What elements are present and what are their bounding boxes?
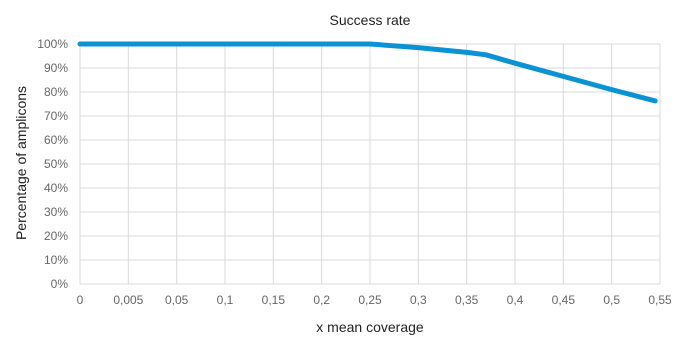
y-tick-label: 40% [44,181,68,195]
x-tick-label: 0,3 [410,293,427,307]
x-tick-label: 0,05 [165,293,189,307]
x-tick-label: 0,005 [113,293,143,307]
series-line [77,41,658,104]
x-tick-label: 0,15 [262,293,286,307]
chart-title: Success rate [330,12,411,28]
x-tick-label: 0,55 [648,293,672,307]
x-tick-label: 0,5 [603,293,620,307]
x-tick-label: 0,2 [313,293,330,307]
y-tick-label: 90% [44,61,68,75]
x-tick-label: 0,25 [358,293,382,307]
y-tick-label: 20% [44,229,68,243]
y-axis-title: Percentage of amplicons [13,86,29,240]
x-tick-label: 0,35 [455,293,479,307]
y-tick-label: 50% [44,157,68,171]
y-axis-ticks: 0% 10% 20% 30% 40% 50% 60% 70% 80% 90% 100% [37,37,68,291]
y-tick-label: 60% [44,133,68,147]
x-tick-label: 0 [77,293,84,307]
y-tick-label: 30% [44,205,68,219]
x-tick-label: 0,1 [217,293,234,307]
y-tick-label: 80% [44,85,68,99]
y-tick-label: 10% [44,253,68,267]
y-tick-label: 0% [51,277,69,291]
x-tick-label: 0,4 [507,293,524,307]
x-tick-label: 0,45 [552,293,576,307]
y-tick-label: 100% [37,37,68,51]
x-axis-ticks: 0 0,005 0,05 0,1 0,15 0,2 0,25 0,3 0,35 0,4 0,45 0,… [77,293,672,307]
x-axis-title: x mean coverage [316,319,424,335]
y-tick-label: 70% [44,109,68,123]
